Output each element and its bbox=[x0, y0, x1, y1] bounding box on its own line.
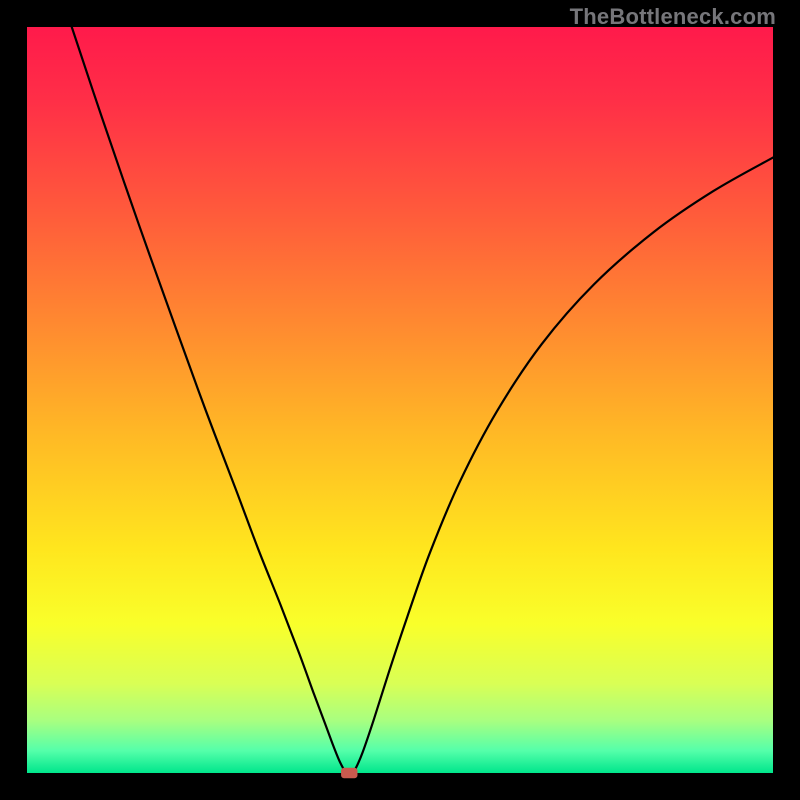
plot-area bbox=[27, 27, 773, 773]
bottleneck-chart: TheBottleneck.com bbox=[0, 0, 800, 800]
attribution-label: TheBottleneck.com bbox=[570, 4, 776, 30]
chart-svg bbox=[0, 0, 800, 800]
optimal-point-marker bbox=[341, 768, 357, 778]
